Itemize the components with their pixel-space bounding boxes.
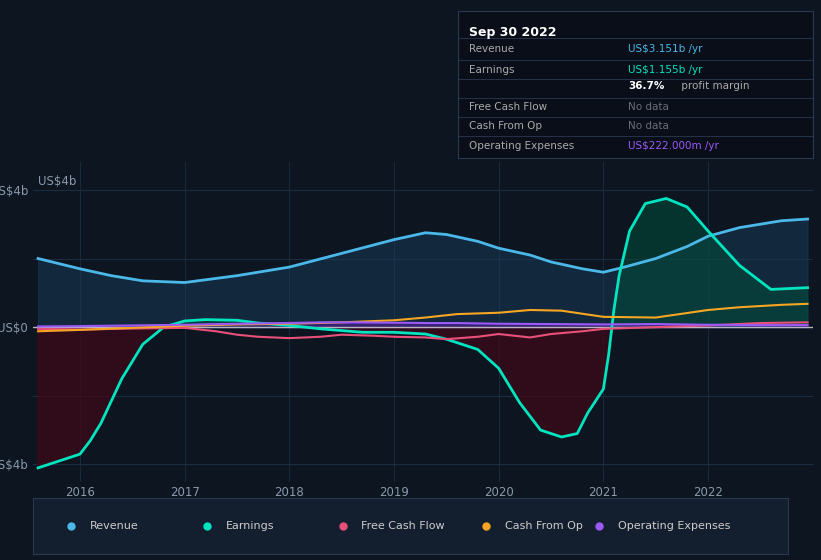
Text: 36.7%: 36.7% xyxy=(628,81,665,91)
Text: No data: No data xyxy=(628,101,669,111)
Text: profit margin: profit margin xyxy=(678,81,750,91)
Text: Cash From Op: Cash From Op xyxy=(505,521,583,531)
Text: Operating Expenses: Operating Expenses xyxy=(618,521,731,531)
Text: US$3.151b /yr: US$3.151b /yr xyxy=(628,44,703,54)
Text: Earnings: Earnings xyxy=(469,65,514,75)
Text: US$4b: US$4b xyxy=(38,175,76,188)
Text: US$1.155b /yr: US$1.155b /yr xyxy=(628,65,703,75)
Text: Cash From Op: Cash From Op xyxy=(469,120,542,130)
Text: Earnings: Earnings xyxy=(226,521,274,531)
Text: Sep 30 2022: Sep 30 2022 xyxy=(469,26,557,39)
Text: Revenue: Revenue xyxy=(469,44,514,54)
Text: Free Cash Flow: Free Cash Flow xyxy=(361,521,445,531)
Text: No data: No data xyxy=(628,120,669,130)
Text: US$222.000m /yr: US$222.000m /yr xyxy=(628,141,719,151)
Text: Free Cash Flow: Free Cash Flow xyxy=(469,101,547,111)
Text: Revenue: Revenue xyxy=(89,521,138,531)
Text: Operating Expenses: Operating Expenses xyxy=(469,141,574,151)
